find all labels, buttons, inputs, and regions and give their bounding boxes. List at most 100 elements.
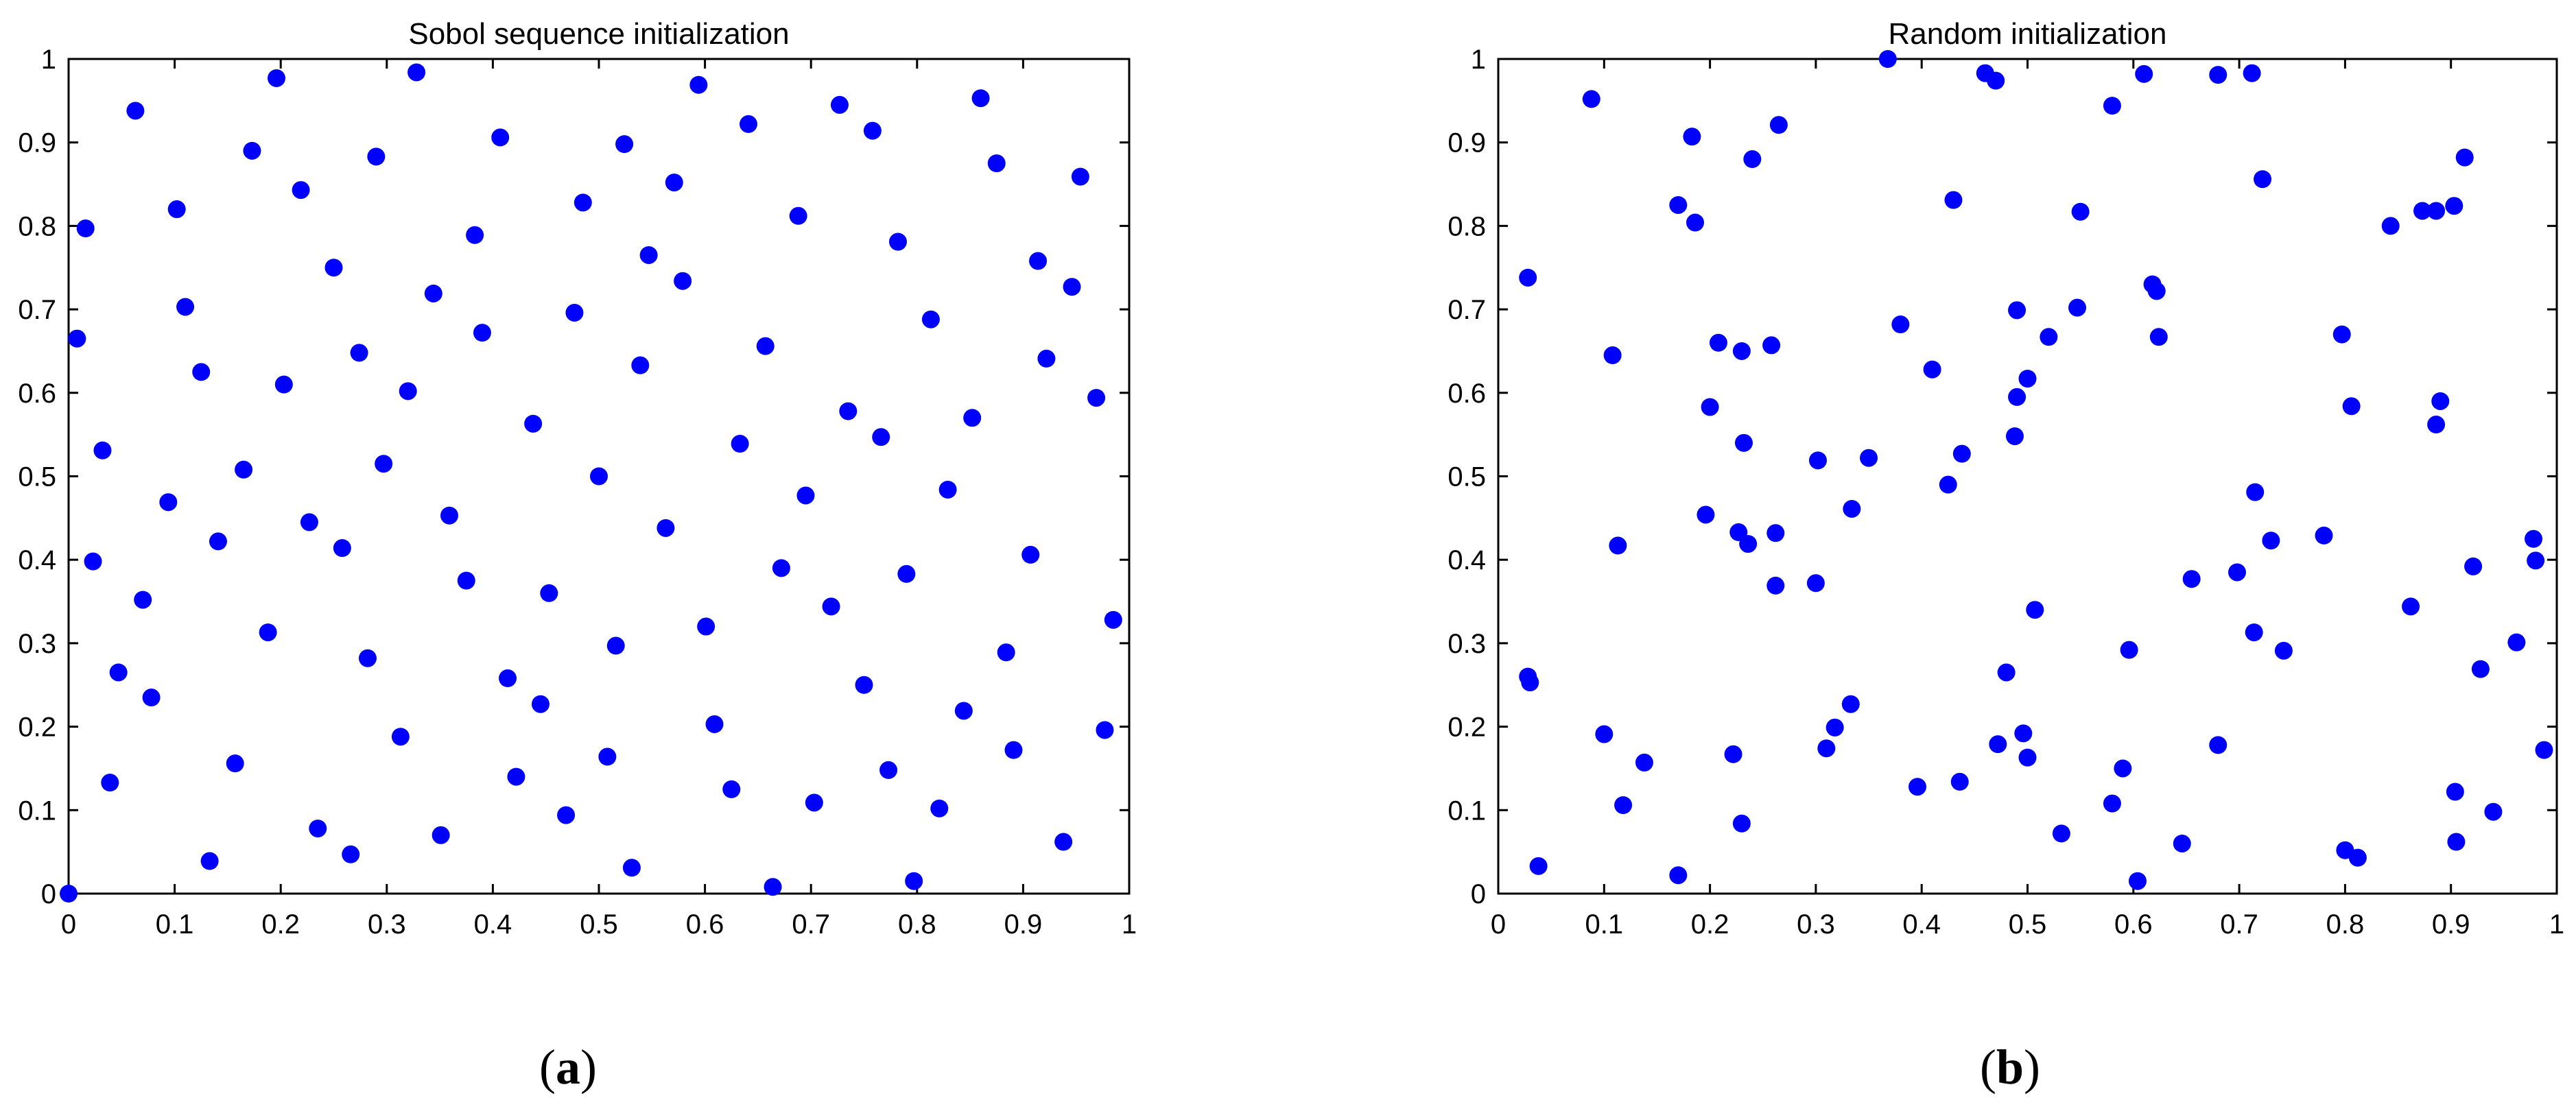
data-point	[2315, 526, 2333, 545]
data-point	[342, 845, 360, 863]
data-point	[1021, 545, 1040, 564]
data-point	[987, 154, 1006, 173]
data-point	[2209, 736, 2228, 754]
x-tick-label: 0.8	[2326, 909, 2365, 940]
data-point	[1709, 333, 1727, 352]
data-point	[2484, 802, 2503, 821]
data-point	[997, 643, 1015, 662]
data-point	[2342, 397, 2361, 416]
data-point	[839, 402, 858, 420]
y-tick-label: 0.9	[1447, 128, 1486, 158]
data-point	[697, 617, 716, 636]
data-point	[2068, 298, 2087, 317]
data-point	[796, 486, 815, 505]
x-tick-label: 0.2	[261, 909, 300, 940]
y-tick-label: 0.5	[1447, 462, 1486, 492]
data-point	[689, 75, 708, 94]
y-tick-label: 1	[1471, 45, 1486, 75]
data-point	[615, 135, 634, 154]
x-tick-label: 1	[2549, 909, 2564, 940]
data-point	[921, 310, 940, 328]
data-point	[2014, 724, 2033, 743]
data-point	[1806, 574, 1825, 593]
data-point	[2114, 759, 2132, 778]
y-tick-label: 0.2	[18, 713, 56, 743]
data-point	[2005, 427, 2024, 446]
data-point	[1997, 663, 2016, 682]
data-point	[1817, 739, 1836, 758]
data-point	[557, 806, 576, 824]
x-tick-label: 0.6	[686, 909, 724, 940]
data-point	[2008, 301, 2026, 320]
data-point	[2135, 64, 2153, 83]
data-point	[1878, 50, 1897, 68]
x-tick-label: 0.6	[2114, 909, 2153, 940]
y-tick-label: 0.7	[1447, 295, 1486, 325]
data-point	[473, 324, 491, 342]
x-tick-label: 0.3	[368, 909, 406, 940]
data-point	[1609, 536, 1627, 555]
data-point	[2274, 641, 2293, 660]
data-point	[2445, 197, 2463, 215]
data-point	[2455, 148, 2474, 167]
x-tick-label: 0.7	[2220, 909, 2258, 940]
data-point	[2471, 660, 2490, 678]
panel-caption: (a)	[539, 1040, 597, 1095]
data-point	[1063, 278, 1081, 296]
data-point	[674, 272, 692, 290]
data-point	[2446, 783, 2464, 801]
data-point	[2332, 325, 2351, 344]
y-tick-label: 0.4	[1447, 545, 1486, 575]
data-point	[565, 303, 584, 322]
data-point	[2527, 551, 2545, 570]
data-point	[963, 409, 982, 427]
data-point	[805, 793, 823, 812]
data-point	[772, 559, 790, 577]
data-point	[731, 435, 749, 453]
data-point	[855, 676, 873, 694]
x-tick-label: 0.4	[1902, 909, 1941, 940]
data-point	[1724, 745, 1742, 763]
y-tick-label: 0.6	[1447, 379, 1486, 409]
data-point	[2525, 529, 2543, 548]
data-point	[574, 193, 592, 212]
data-point	[2103, 794, 2121, 813]
data-point	[1841, 695, 1860, 713]
scatter-panel-b: Random initialization 0 0.1 0.2 0.3 0.4 0.5 0.6…	[1447, 17, 2564, 1095]
data-point	[1054, 833, 1073, 851]
data-point	[209, 532, 227, 551]
data-point	[2040, 328, 2058, 346]
data-point	[2254, 170, 2272, 189]
data-point	[84, 552, 102, 571]
data-point	[491, 128, 510, 147]
data-point	[2413, 202, 2432, 220]
data-point	[1732, 342, 1751, 360]
data-point	[60, 885, 78, 903]
plot-title: Sobol sequence initialization	[408, 17, 789, 51]
y-tick-label: 0.1	[18, 796, 56, 826]
x-tick-label: 0	[1491, 909, 1506, 940]
data-point	[954, 702, 973, 720]
y-tick-label: 0	[41, 879, 56, 909]
y-tick-label: 0.8	[1447, 211, 1486, 241]
x-tick-label: 0.9	[1004, 909, 1043, 940]
data-point	[1071, 167, 1089, 186]
data-point	[1989, 735, 2007, 754]
data-point	[1519, 268, 1537, 287]
data-point	[407, 63, 426, 82]
x-tick-label: 0.1	[156, 909, 194, 940]
data-point	[2464, 557, 2483, 575]
data-point	[1769, 116, 1788, 134]
data-point	[2348, 848, 2367, 867]
data-point	[1614, 796, 1633, 814]
data-point	[665, 174, 683, 192]
data-point	[1734, 433, 1753, 452]
data-point	[639, 246, 658, 264]
data-point	[2228, 563, 2247, 582]
data-point	[930, 799, 949, 817]
data-point	[391, 728, 410, 746]
data-point	[1697, 505, 1715, 524]
data-point	[2209, 66, 2228, 84]
data-point	[1808, 451, 1827, 470]
data-point	[457, 571, 475, 590]
